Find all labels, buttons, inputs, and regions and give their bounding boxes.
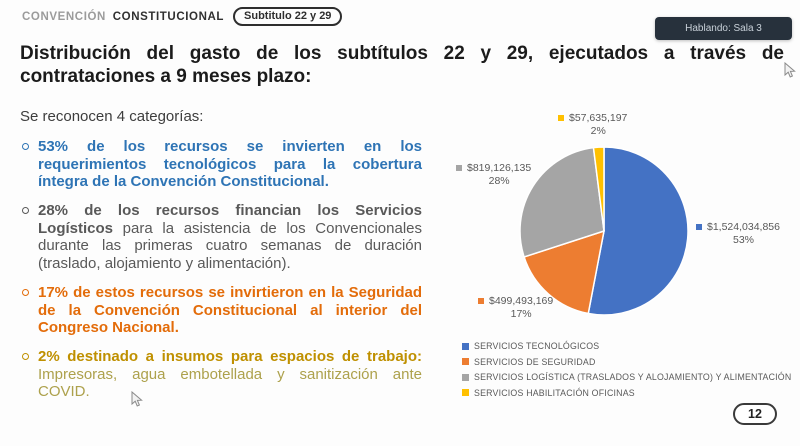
bullet-marker-icon	[22, 288, 29, 296]
legend-label: SERVICIOS TECNOLÓGICOS	[474, 341, 600, 351]
legend-marker-icon	[696, 224, 702, 230]
pie-label-pct: 17%	[510, 308, 532, 321]
pie-label-pct: 2%	[590, 125, 606, 138]
bullet-bold-text: 53% de los recursos se invierten en los …	[38, 138, 422, 191]
legend-marker-icon	[462, 389, 469, 396]
pie-slice	[587, 146, 689, 316]
legend-item: SERVICIOS DE SEGURIDAD	[462, 357, 791, 367]
bullet-marker-icon	[22, 207, 29, 215]
slide-header: CONVENCIÓN CONSTITUCIONAL Subtitulo 22 y…	[22, 7, 343, 26]
pie-label-value: $499,493,169	[489, 295, 554, 307]
brand-bold-part: CONSTITUCIONAL	[112, 10, 225, 23]
subtitle-badge: Subtitulo 22 y 29	[233, 7, 343, 26]
legend-label: SERVICIOS LOGÍSTICA (TRASLADOS Y ALOJAMI…	[474, 372, 792, 382]
bullet-item: 17% de estos recursos se invirtieron en …	[20, 284, 422, 337]
page-title: Distribución del gasto de los subtítulos…	[20, 43, 784, 88]
pie-label-habilitacion: $57,635,197 2%	[558, 112, 627, 138]
legend-label: SERVICIOS DE SEGURIDAD	[474, 356, 596, 367]
pie-slice	[523, 229, 605, 315]
legend-marker-icon	[462, 373, 469, 381]
pie-chart-svg	[519, 146, 689, 316]
page-number-badge: 12	[733, 403, 777, 425]
mouse-cursor-icon	[784, 62, 796, 78]
pie-label-seguridad: $499,493,169 17%	[478, 295, 553, 321]
legend-marker-icon	[462, 342, 469, 350]
legend-label: SERVICIOS HABILITACIÓN OFICINAS	[474, 387, 635, 398]
legend-marker-icon	[558, 115, 564, 121]
legend-marker-icon	[456, 165, 462, 171]
pie-label-value: $1,524,034,856	[707, 221, 780, 233]
pie-label-pct: 53%	[732, 234, 754, 247]
text-column: Se reconocen 4 categorías: 53% de los re…	[20, 108, 422, 412]
pie-chart: $57,635,197 2% $819,126,135 28% $1,524,0…	[440, 105, 800, 435]
brand-light-part: CONVENCIÓN	[22, 10, 106, 23]
bullet-marker-icon	[22, 352, 29, 360]
bullet-regular-text: para la asistencia de los Convencionales…	[38, 219, 422, 273]
speaking-indicator-badge: Hablando: Sala 3	[655, 17, 792, 40]
mouse-cursor-icon	[131, 391, 143, 407]
intro-line: Se reconocen 4 categorías:	[20, 108, 204, 125]
bullet-regular-text: Impresoras, agua embotellada y sanitizac…	[38, 365, 422, 401]
legend-marker-icon	[478, 298, 484, 304]
bullet-item: 28% de los recursos financian los Servic…	[20, 202, 422, 273]
bullet-bold-text: 28% de los recursos financian los Servic…	[38, 202, 422, 237]
bullet-item: 2% destinado a insumos para espacios de …	[20, 348, 422, 401]
bullet-bold-text: 17% de estos recursos se invirtieron en …	[38, 283, 422, 337]
legend-marker-icon	[462, 358, 469, 365]
chart-legend: SERVICIOS TECNOLÓGICOS SERVICIOS DE SEGU…	[462, 341, 791, 398]
pie-label-tecnologicos: $1,524,034,856 53%	[696, 221, 780, 247]
pie-label-value: $819,126,135	[467, 162, 532, 174]
legend-item: SERVICIOS TECNOLÓGICOS	[462, 341, 791, 351]
legend-item: SERVICIOS LOGÍSTICA (TRASLADOS Y ALOJAMI…	[462, 372, 791, 382]
pie-label-pct: 28%	[488, 175, 510, 188]
brand-title: CONVENCIÓN CONSTITUCIONAL	[22, 11, 224, 23]
pie-label-logistica: $819,126,135 28%	[456, 162, 531, 188]
pie-slice	[519, 146, 605, 258]
bullet-bold-text: 2% destinado a insumos para espacios de …	[38, 347, 422, 365]
pie-label-value: $57,635,197	[569, 112, 628, 124]
pie-slice	[592, 146, 605, 232]
bullet-marker-icon	[22, 143, 29, 150]
bullet-item: 53% de los recursos se invierten en los …	[20, 138, 422, 191]
legend-item: SERVICIOS HABILITACIÓN OFICINAS	[462, 388, 791, 398]
bullet-list: 53% de los recursos se invierten en los …	[20, 138, 422, 401]
